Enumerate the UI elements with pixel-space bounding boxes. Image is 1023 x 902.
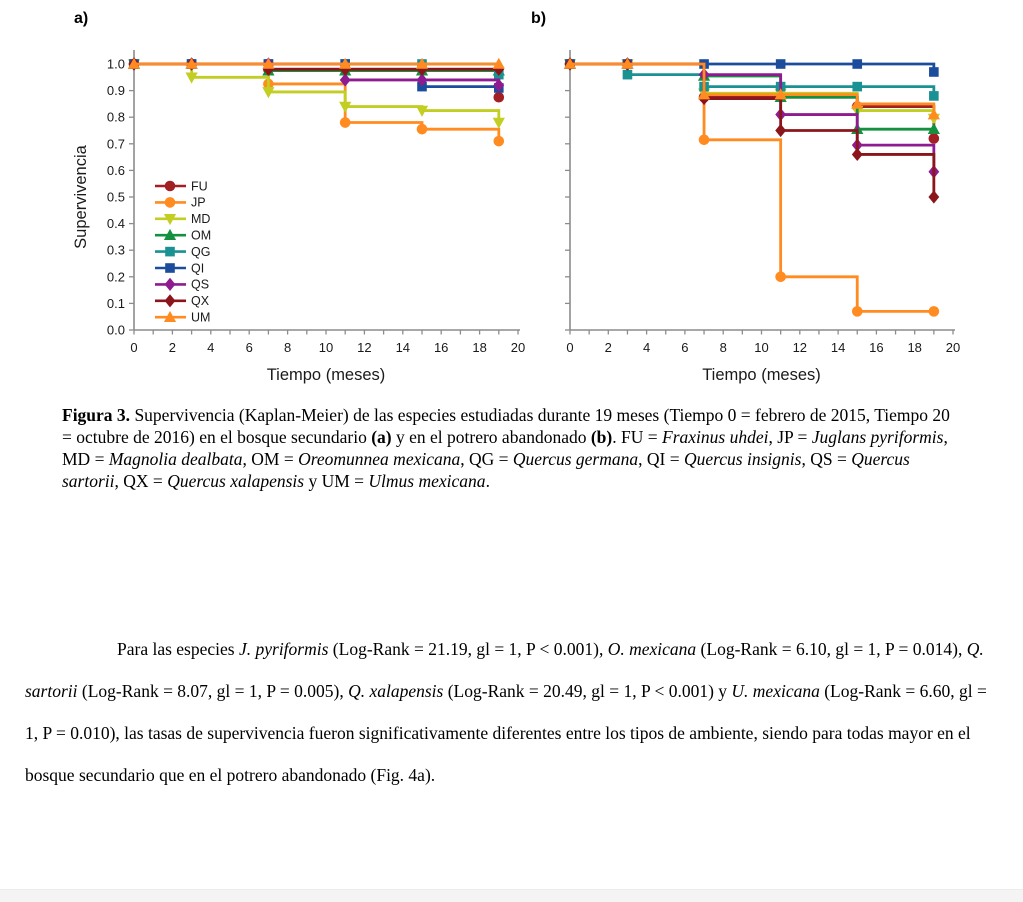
figure-caption: Figura 3. Supervivencia (Kaplan-Meier) d… bbox=[62, 405, 950, 491]
svg-text:0: 0 bbox=[130, 340, 137, 355]
svg-text:QS: QS bbox=[191, 278, 209, 292]
series-QS-b bbox=[564, 57, 940, 179]
series-MD-b bbox=[563, 59, 940, 125]
series-UM-a bbox=[127, 57, 505, 69]
svg-text:8: 8 bbox=[284, 340, 291, 355]
svg-text:0.6: 0.6 bbox=[107, 163, 125, 178]
svg-text:6: 6 bbox=[246, 340, 253, 355]
svg-text:QX: QX bbox=[191, 294, 210, 308]
legend: FU JP MD OM QG QI QS QX UM bbox=[155, 179, 211, 325]
svg-text:0.3: 0.3 bbox=[107, 243, 125, 258]
panel-b: 0 2 4 6 8 10 12 14 16 18 20 Tiempo (meses) bbox=[563, 50, 960, 384]
panel-a-label: a) bbox=[74, 10, 89, 27]
svg-text:MD: MD bbox=[191, 212, 210, 226]
svg-text:16: 16 bbox=[869, 340, 883, 355]
series-FU-b bbox=[564, 58, 940, 144]
svg-text:14: 14 bbox=[831, 340, 845, 355]
page-bottom-strip bbox=[0, 889, 1023, 902]
svg-text:10: 10 bbox=[319, 340, 333, 355]
panel-a: 0.0 0.1 0.2 0.3 0.4 0.5 0.6 0.7 0.8 0.9 1.0 0 2 4 6 8 10… bbox=[72, 50, 525, 384]
svg-text:Tiempo (meses): Tiempo (meses) bbox=[267, 366, 386, 384]
svg-text:FU: FU bbox=[191, 179, 208, 193]
svg-text:14: 14 bbox=[396, 340, 410, 355]
svg-text:2: 2 bbox=[605, 340, 612, 355]
series-UM-b bbox=[563, 57, 940, 120]
svg-text:4: 4 bbox=[207, 340, 214, 355]
svg-text:0.5: 0.5 bbox=[107, 190, 125, 205]
svg-text:0.0: 0.0 bbox=[107, 323, 125, 338]
svg-text:2: 2 bbox=[169, 340, 176, 355]
svg-text:12: 12 bbox=[793, 340, 807, 355]
svg-text:8: 8 bbox=[720, 340, 727, 355]
svg-text:JP: JP bbox=[191, 196, 206, 210]
svg-text:18: 18 bbox=[907, 340, 921, 355]
figure-3: a) b) 0.0 0.1 0.2 0.3 0.4 0.5 0.6 0.7 0.8 0.9 1.0 0… bbox=[0, 0, 1023, 400]
kaplan-meier-charts: 0.0 0.1 0.2 0.3 0.4 0.5 0.6 0.7 0.8 0.9 1.0 0 2 4 6 8 10… bbox=[72, 50, 960, 384]
svg-text:QI: QI bbox=[191, 261, 204, 275]
series-OM-a bbox=[127, 57, 505, 76]
svg-text:0: 0 bbox=[566, 340, 573, 355]
svg-text:Tiempo (meses): Tiempo (meses) bbox=[702, 366, 821, 384]
svg-text:1.0: 1.0 bbox=[107, 57, 125, 72]
svg-text:UM: UM bbox=[191, 311, 210, 325]
svg-text:QG: QG bbox=[191, 245, 210, 259]
series-QX-a bbox=[128, 57, 505, 76]
svg-text:10: 10 bbox=[754, 340, 768, 355]
svg-text:16: 16 bbox=[434, 340, 448, 355]
svg-text:4: 4 bbox=[643, 340, 650, 355]
svg-text:0.9: 0.9 bbox=[107, 83, 125, 98]
svg-text:Supervivencia: Supervivencia bbox=[72, 144, 90, 248]
svg-text:OM: OM bbox=[191, 229, 211, 243]
panel-b-label: b) bbox=[531, 10, 547, 27]
svg-text:20: 20 bbox=[511, 340, 525, 355]
svg-text:12: 12 bbox=[357, 340, 371, 355]
svg-text:20: 20 bbox=[946, 340, 960, 355]
svg-text:0.1: 0.1 bbox=[107, 296, 125, 311]
svg-text:0.7: 0.7 bbox=[107, 136, 125, 151]
svg-text:0.2: 0.2 bbox=[107, 269, 125, 284]
body-paragraph: Para las especies J. pyriformis (Log-Ran… bbox=[25, 639, 987, 785]
svg-text:18: 18 bbox=[472, 340, 486, 355]
svg-text:6: 6 bbox=[681, 340, 688, 355]
svg-text:0.4: 0.4 bbox=[107, 216, 125, 231]
svg-text:0.8: 0.8 bbox=[107, 110, 125, 125]
